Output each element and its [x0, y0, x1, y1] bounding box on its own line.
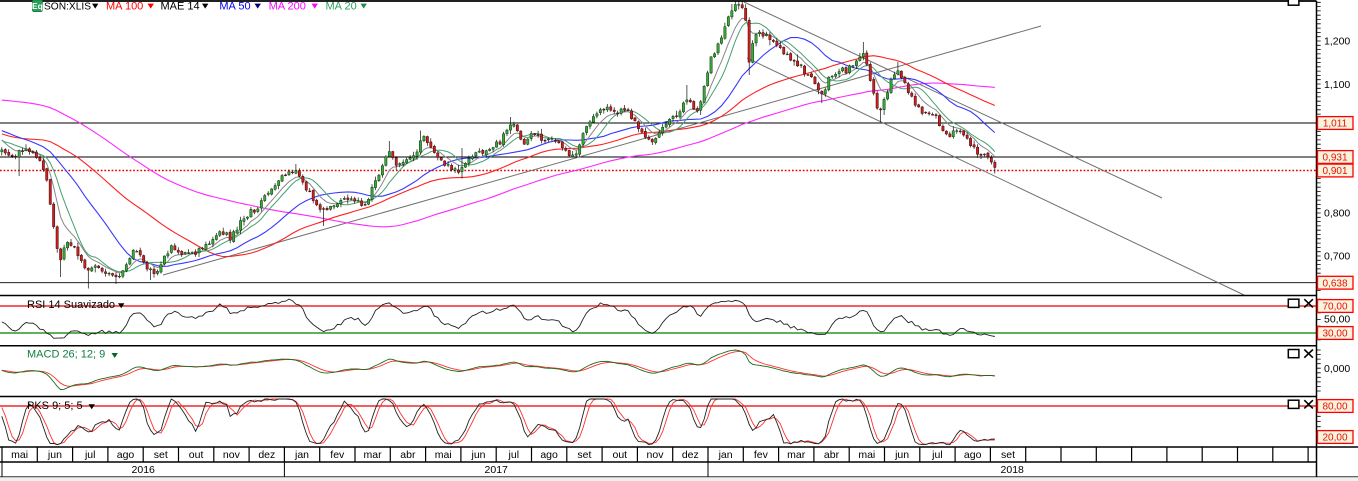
svg-text:out: out: [612, 449, 627, 461]
svg-text:ago: ago: [117, 449, 135, 461]
svg-text:jul: jul: [931, 449, 943, 461]
svg-text:mai: mai: [858, 449, 875, 461]
svg-text:2016: 2016: [132, 464, 156, 476]
svg-text:1,200: 1,200: [1324, 36, 1350, 48]
svg-text:30,00: 30,00: [1322, 329, 1347, 340]
svg-text:ago: ago: [540, 449, 558, 461]
svg-text:fev: fev: [754, 449, 769, 461]
svg-text:0,700: 0,700: [1324, 251, 1350, 263]
svg-text:20,00: 20,00: [1322, 433, 1347, 444]
svg-text:jun: jun: [894, 449, 909, 461]
svg-text:jan: jan: [718, 449, 733, 461]
svg-text:MA 100: MA 100: [106, 1, 143, 13]
svg-text:jan: jan: [294, 449, 309, 461]
svg-text:mar: mar: [787, 449, 806, 461]
svg-text:abr: abr: [824, 449, 840, 461]
svg-text:ago: ago: [964, 449, 982, 461]
svg-text:abr: abr: [400, 449, 416, 461]
svg-text:MAE 14: MAE 14: [161, 1, 200, 13]
svg-text:2017: 2017: [485, 464, 509, 476]
svg-text:0,901: 0,901: [1322, 166, 1347, 177]
svg-text:50,00: 50,00: [1324, 313, 1350, 325]
svg-text:mar: mar: [364, 449, 383, 461]
svg-text:fev: fev: [330, 449, 345, 461]
svg-text:1,100: 1,100: [1324, 79, 1350, 91]
svg-text:0,931: 0,931: [1322, 153, 1347, 164]
svg-text:0,800: 0,800: [1324, 208, 1350, 220]
svg-text:2018: 2018: [1001, 464, 1025, 476]
svg-text:Eq: Eq: [32, 1, 43, 11]
svg-text:0,000: 0,000: [1324, 363, 1350, 375]
svg-text:nov: nov: [223, 449, 241, 461]
svg-text:80,00: 80,00: [1322, 402, 1347, 413]
svg-text:PKS 9; 5; 5: PKS 9; 5; 5: [27, 400, 83, 412]
svg-text:SON:XLIS: SON:XLIS: [44, 2, 91, 13]
svg-text:jul: jul: [84, 449, 96, 461]
svg-text:jul: jul: [508, 449, 520, 461]
svg-text:mai: mai: [11, 449, 28, 461]
svg-text:out: out: [189, 449, 204, 461]
svg-text:1,011: 1,011: [1323, 119, 1348, 130]
svg-text:jun: jun: [47, 449, 62, 461]
svg-text:70,00: 70,00: [1322, 302, 1347, 313]
svg-text:nov: nov: [647, 449, 665, 461]
svg-text:0,638: 0,638: [1322, 278, 1347, 289]
svg-text:set: set: [577, 449, 591, 461]
svg-text:set: set: [154, 449, 168, 461]
svg-text:dez: dez: [682, 449, 699, 461]
svg-text:MA 50: MA 50: [219, 1, 250, 13]
svg-text:MA 200: MA 200: [269, 1, 306, 13]
svg-text:RSI 14 Suavizado: RSI 14 Suavizado: [27, 299, 115, 311]
svg-text:MACD 26; 12; 9: MACD 26; 12; 9: [27, 348, 105, 360]
svg-text:jun: jun: [470, 449, 485, 461]
svg-text:MA 20: MA 20: [326, 1, 357, 13]
svg-text:set: set: [1001, 449, 1015, 461]
svg-text:mai: mai: [435, 449, 452, 461]
svg-text:dez: dez: [258, 449, 275, 461]
